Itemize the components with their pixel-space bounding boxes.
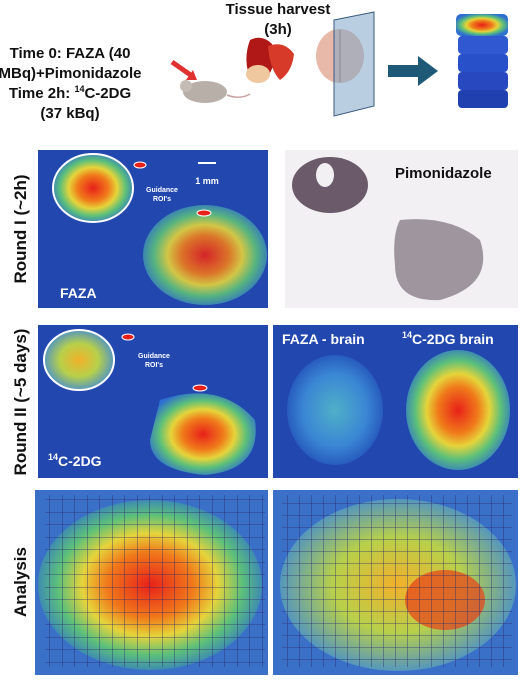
panel-label: FAZA - brain xyxy=(282,331,365,347)
harvest-label: Tissue harvest xyxy=(226,1,331,18)
text: (37 kBq) xyxy=(40,105,99,122)
text: 14 xyxy=(74,84,84,94)
roi-label: ROI's xyxy=(153,196,171,203)
text: ROI's xyxy=(153,196,171,203)
text: C-2DG xyxy=(84,85,131,102)
roi-label: ROI's xyxy=(145,362,163,369)
text: C-2DG xyxy=(58,453,102,469)
scale-label: 1 mm xyxy=(195,176,219,186)
faza-image xyxy=(38,150,268,308)
text: Time 0: FAZA (40 xyxy=(10,45,131,62)
text: Round I (~2h) xyxy=(11,174,30,283)
text: FAZA - brain xyxy=(282,331,365,347)
brain-2dg-image xyxy=(396,325,518,478)
text: C-2DG brain xyxy=(412,331,494,347)
2dg-image xyxy=(38,325,268,478)
brain-faza-image xyxy=(273,325,396,478)
row-label: Analysis xyxy=(11,547,30,617)
text: Guidance xyxy=(146,187,178,194)
analysis-image xyxy=(35,490,268,675)
analysis-image xyxy=(273,490,518,675)
mouse-icon xyxy=(170,59,251,103)
brain-icon xyxy=(316,11,375,117)
protocol-line: (37 kBq) xyxy=(40,105,99,122)
roi-label: Guidance xyxy=(138,353,170,360)
text: Time 2h: xyxy=(9,85,75,102)
pimonidazole-image xyxy=(285,150,518,308)
protocol-line: Time 0: FAZA (40 xyxy=(10,45,131,62)
arrow-icon xyxy=(388,56,438,86)
harvest-label: (3h) xyxy=(264,21,292,38)
protocol-line: MBq)+Pimonidazole xyxy=(0,65,141,82)
text: Analysis xyxy=(11,547,30,617)
roi-label: Guidance xyxy=(146,187,178,194)
row-label: Round II (~5 days) xyxy=(11,329,30,476)
row-label: Round I (~2h) xyxy=(11,174,30,283)
panel-label: Pimonidazole xyxy=(395,165,492,182)
text: 14 xyxy=(48,452,58,462)
text: 1 mm xyxy=(195,176,219,186)
text: FAZA xyxy=(60,285,97,301)
text: ROI's xyxy=(145,362,163,369)
text: (3h) xyxy=(264,21,292,38)
text: Guidance xyxy=(138,353,170,360)
slices-icon xyxy=(456,14,508,108)
panel-label: FAZA xyxy=(60,285,97,301)
protocol-line: Time 2h: 14C-2DG xyxy=(9,84,131,102)
text: Pimonidazole xyxy=(395,165,492,182)
text: Round II (~5 days) xyxy=(11,329,30,476)
text: MBq)+Pimonidazole xyxy=(0,65,141,82)
text: Tissue harvest xyxy=(226,1,331,18)
liver-icon xyxy=(246,37,294,83)
text: 14 xyxy=(402,330,412,340)
panel-label: 14C-2DG brain xyxy=(402,330,494,347)
panel-label: 14C-2DG xyxy=(48,452,102,469)
